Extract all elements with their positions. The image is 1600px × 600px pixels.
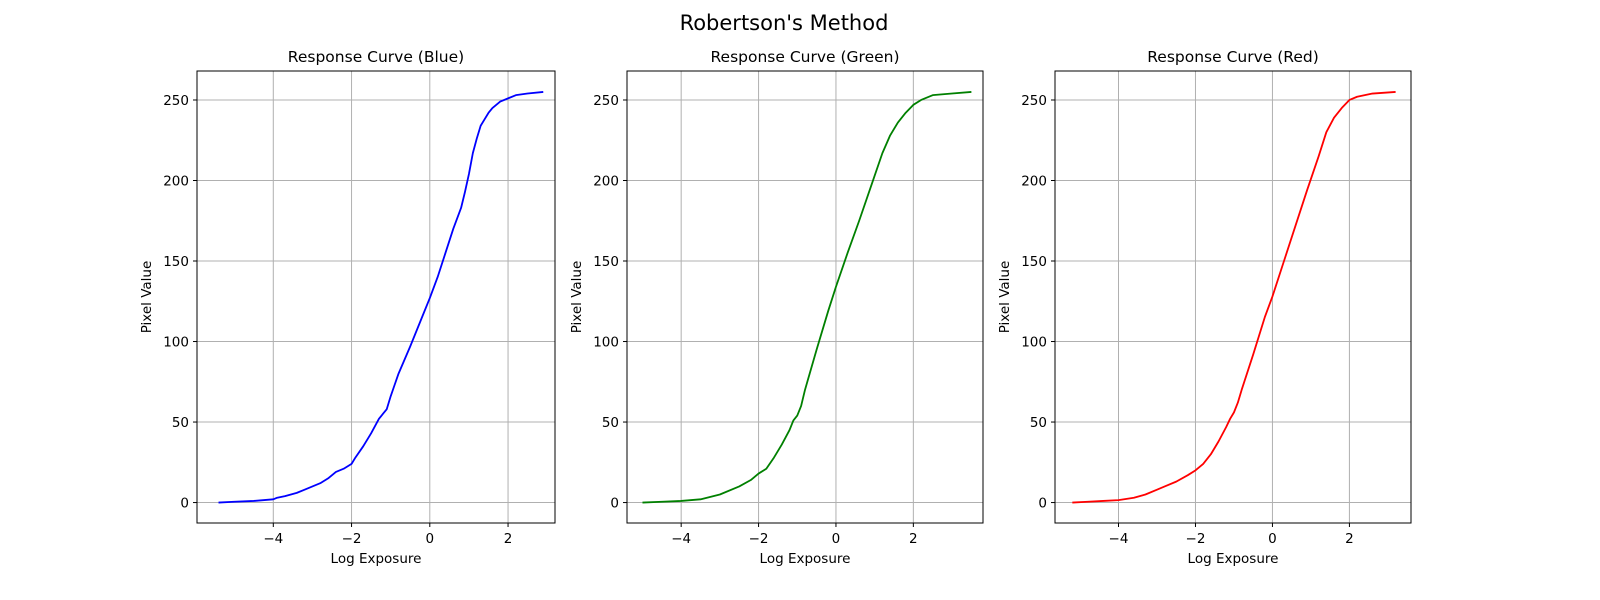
y-axis-label: Pixel Value <box>139 261 155 334</box>
y-tick-label: 200 <box>1021 173 1047 189</box>
y-tick-label: 150 <box>163 254 189 270</box>
subplot-title: Response Curve (Green) <box>710 48 899 66</box>
x-tick-label: 0 <box>832 531 841 547</box>
subplot-title: Response Curve (Red) <box>1147 48 1319 66</box>
y-tick-label: 200 <box>163 173 189 189</box>
x-tick-label: −2 <box>342 531 362 547</box>
subplot-title: Response Curve (Blue) <box>288 48 464 66</box>
axes-frame <box>1054 70 1412 524</box>
x-tick-label: 0 <box>426 531 435 547</box>
x-tick-label: 2 <box>909 531 918 547</box>
y-tick-label: 100 <box>163 335 189 351</box>
y-tick-label: 0 <box>610 496 619 512</box>
x-axis-label: Log Exposure <box>760 551 851 567</box>
series-line-blue <box>218 91 544 504</box>
axes-frame <box>196 70 556 524</box>
x-tick-label: 2 <box>1345 531 1354 547</box>
y-tick-label: 200 <box>593 173 619 189</box>
y-tick-label: 0 <box>1038 496 1047 512</box>
axes-frame <box>626 70 984 524</box>
y-tick-label: 100 <box>1021 335 1047 351</box>
x-tick-label: −4 <box>671 531 691 547</box>
subplot-2: Response Curve (Green) −4 −2 0 2 0 50 100 150 200… <box>569 48 984 567</box>
series-line-green <box>642 91 972 504</box>
x-axis-label: Log Exposure <box>331 551 422 567</box>
y-tick-label: 50 <box>602 415 619 431</box>
series-line-red <box>1072 91 1396 504</box>
y-tick-label: 50 <box>1030 415 1047 431</box>
subplot-3: Response Curve (Red) −4 −2 0 2 0 50 100 150 200 25… <box>997 48 1412 567</box>
y-tick-label: 50 <box>172 415 189 431</box>
y-tick-label: 250 <box>593 93 619 109</box>
y-tick-label: 150 <box>1021 254 1047 270</box>
x-tick-label: −2 <box>1186 531 1206 547</box>
x-tick-label: −2 <box>749 531 769 547</box>
x-tick-label: 2 <box>504 531 513 547</box>
y-axis-label: Pixel Value <box>569 261 585 334</box>
x-tick-label: 0 <box>1268 531 1277 547</box>
figure-title: Robertson's Method <box>680 11 889 35</box>
x-tick-label: −4 <box>263 531 283 547</box>
subplots: Response Curve (Blue)−4 −2 0 20501001502002… <box>139 48 1412 567</box>
x-axis-label: Log Exposure <box>1188 551 1279 567</box>
subplot-1: Response Curve (Blue) −4 −2 0 2 0 50 100 150 200 2… <box>139 48 556 567</box>
y-tick-label: 250 <box>1021 93 1047 109</box>
y-tick-label: 250 <box>163 93 189 109</box>
y-axis-label: Pixel Value <box>997 261 1013 334</box>
y-tick-label: 100 <box>593 335 619 351</box>
y-tick-label: 150 <box>593 254 619 270</box>
y-tick-label: 0 <box>180 496 189 512</box>
x-tick-label: −4 <box>1109 531 1129 547</box>
